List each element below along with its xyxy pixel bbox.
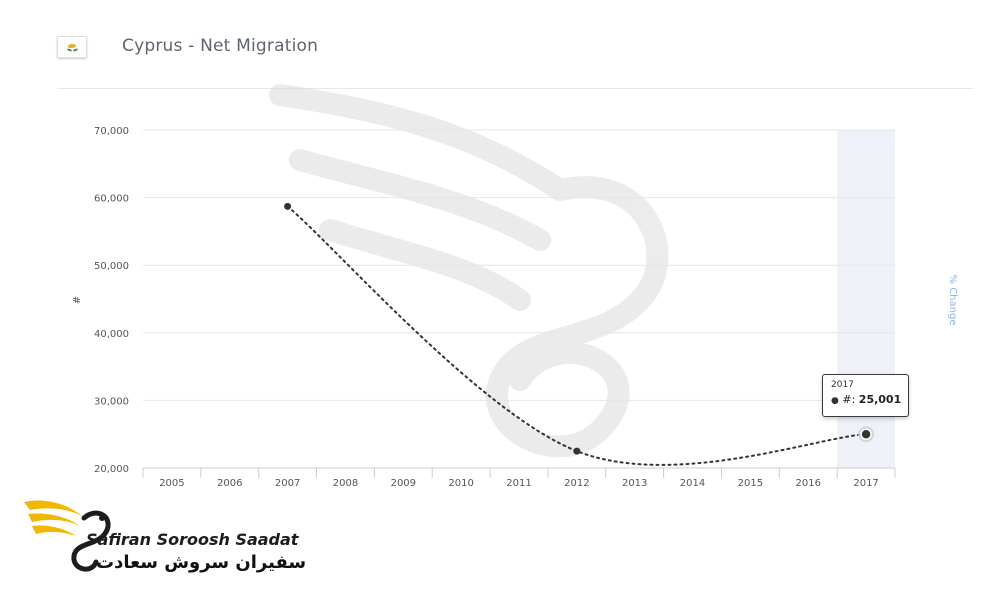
y-tick-label: 40,000 [94,329,129,340]
y-tick-label: 20,000 [94,464,129,475]
x-tick-label: 2007 [275,478,300,489]
page-title: Cyprus - Net Migration [122,36,319,56]
brand-name-fa: سفیران سروش سعادت [96,552,307,573]
x-tick-label: 2005 [159,478,184,489]
tooltip-row: ● #: 25,001 [831,392,902,409]
x-tick-label: 2013 [622,478,647,489]
x-tick-label: 2015 [738,478,763,489]
watermark-swan [269,84,669,458]
x-tick-label: 2017 [853,478,878,489]
highlight-band [837,130,895,468]
y-tick-label: 70,000 [94,126,129,137]
x-tick-label: 2009 [391,478,416,489]
series-points-layer [284,202,875,455]
cyprus-flag-icon [57,36,87,58]
data-point-2012 [573,447,581,455]
grid-layer [142,129,896,478]
tooltip-label: #: [842,393,856,406]
x-tick-label: 2012 [564,478,589,489]
header-divider [57,88,973,89]
x-tick-label: 2008 [333,478,358,489]
data-point-2007 [284,202,292,210]
brand-name-en: Safiran Soroosh Saadat [86,530,299,549]
y2-axis-label: % Change [947,275,958,326]
x-tick-label: 2016 [796,478,821,489]
x-tick-labels: 2005 2006 2007 2008 2009 2010 2011 2012 2013 2014… [159,478,879,489]
x-tick-label: 2006 [217,478,242,489]
data-tooltip: 2017 ● #: 25,001 [822,374,909,417]
y-tick-label: 60,000 [94,194,129,205]
y-tick-label: 50,000 [94,261,129,272]
y-axis-label: # [72,296,83,304]
highlight-band-layer [837,130,895,468]
tooltip-value: 25,001 [858,393,902,406]
brand-logo-icon [24,500,111,572]
data-point-2017 [860,428,872,440]
tooltip-year: 2017 [831,380,854,390]
y-tick-labels: 20,000 30,000 40,000 50,000 60,000 70,000 [94,126,129,475]
y-tick-label: 30,000 [94,396,129,407]
flag-island-shape [68,44,76,48]
tooltip-dot-icon: ● [831,396,839,406]
x-tick-label: 2011 [506,478,531,489]
x-tick-label: 2014 [680,478,705,489]
x-tick-label: 2010 [448,478,473,489]
